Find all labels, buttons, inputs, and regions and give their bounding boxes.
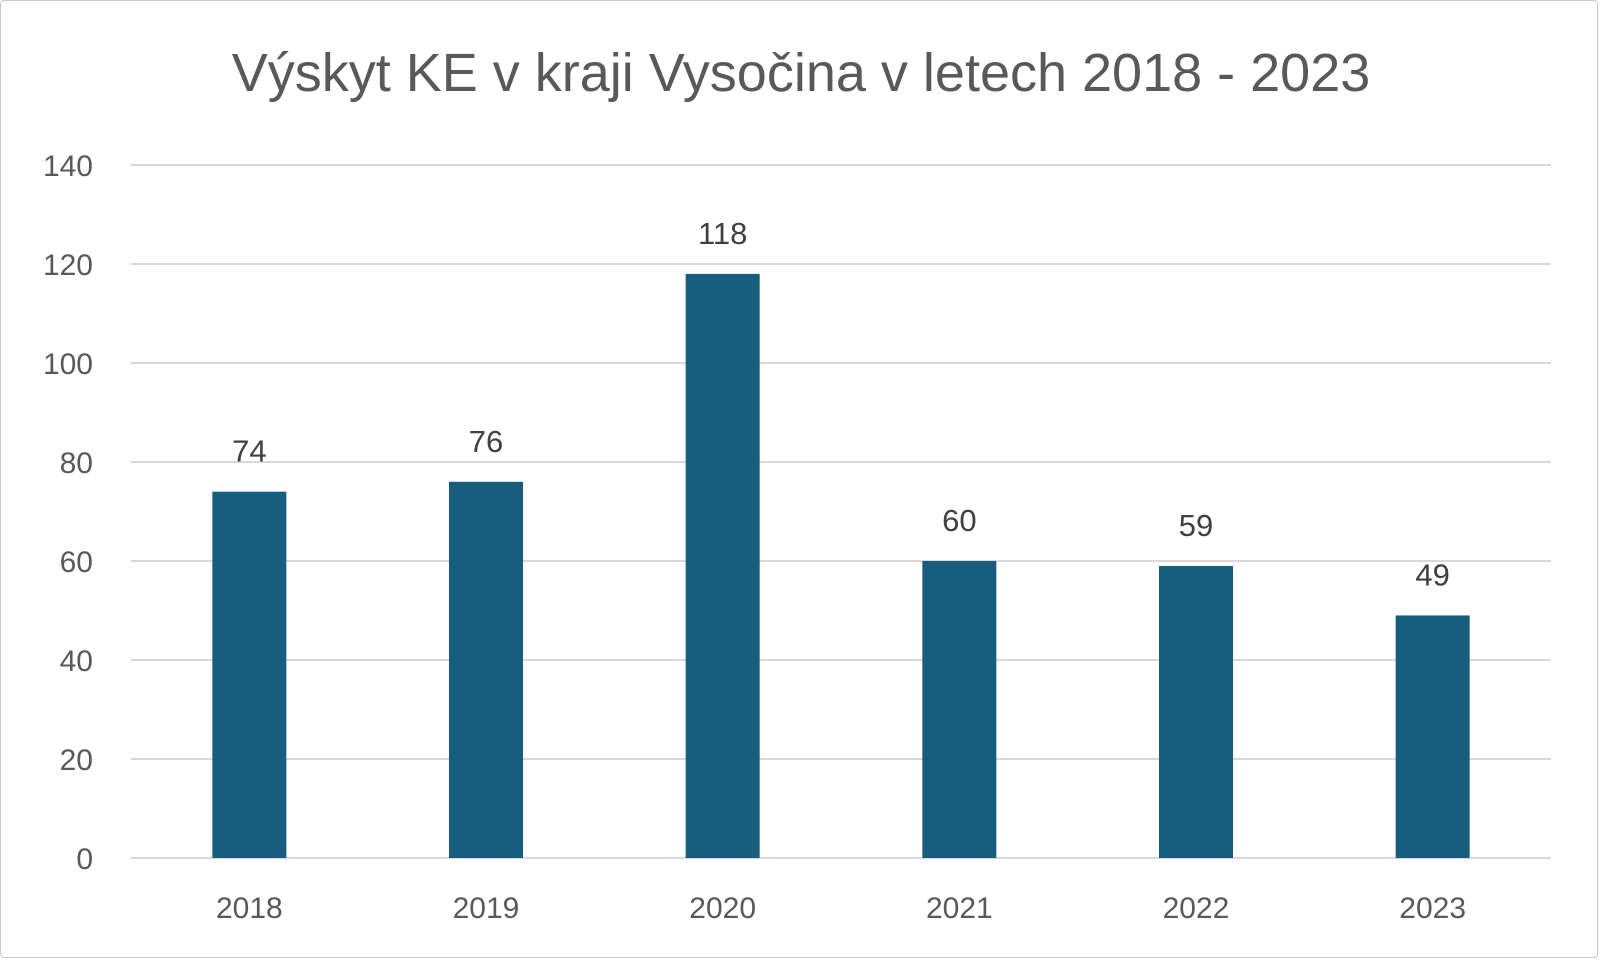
x-tick-label: 2018 xyxy=(216,892,283,925)
y-tick-label: 80 xyxy=(60,447,93,480)
chart-title: Výskyt KE v kraji Vysočina v letech 2018… xyxy=(232,43,1371,103)
data-label-2023: 49 xyxy=(1415,557,1449,592)
bar-2018 xyxy=(212,491,287,858)
data-label-2021: 60 xyxy=(942,503,976,538)
bar-2020 xyxy=(685,273,760,858)
y-tick-label: 120 xyxy=(43,249,93,282)
y-tick-label: 0 xyxy=(76,843,93,876)
data-label-2019: 76 xyxy=(469,424,503,459)
y-tick-label: 60 xyxy=(60,546,93,579)
bars xyxy=(212,273,1470,858)
x-tick-label: 2019 xyxy=(453,892,520,925)
data-label-2018: 74 xyxy=(232,434,266,469)
y-tick-label: 40 xyxy=(60,645,93,678)
data-label-2020: 118 xyxy=(698,216,747,251)
bar-2022 xyxy=(1159,565,1233,858)
x-axis-ticks: 2018 2019 2020 2021 2022 2023 xyxy=(216,892,1466,925)
data-labels: 74 76 118 60 59 49 xyxy=(232,216,1450,593)
x-tick-label: 2021 xyxy=(926,892,993,925)
bar-2019 xyxy=(449,481,523,858)
y-tick-label: 20 xyxy=(60,744,93,777)
bar-2023 xyxy=(1395,615,1470,858)
data-label-2022: 59 xyxy=(1179,508,1213,543)
x-tick-label: 2023 xyxy=(1399,892,1466,925)
bar-2021 xyxy=(922,561,997,858)
gridlines xyxy=(131,164,1551,859)
x-tick-label: 2020 xyxy=(689,892,756,925)
y-tick-label: 100 xyxy=(43,348,93,381)
y-tick-label: 140 xyxy=(43,150,93,183)
x-tick-label: 2022 xyxy=(1163,892,1230,925)
y-axis-ticks: 0 20 40 60 80 100 120 140 xyxy=(43,150,93,876)
